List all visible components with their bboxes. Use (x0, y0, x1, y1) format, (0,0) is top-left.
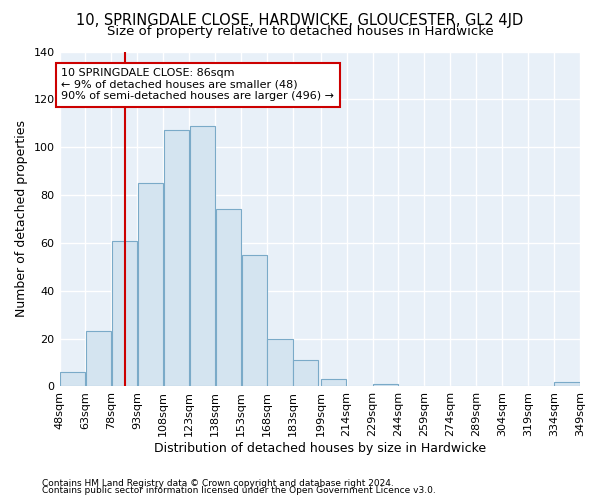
Bar (268, 338, 293, 386)
Bar (138, 183, 163, 386)
Bar (60, 372, 85, 386)
Bar (554, 382, 580, 386)
Bar (242, 255, 266, 386)
Y-axis label: Number of detached properties: Number of detached properties (15, 120, 28, 318)
Bar (373, 384, 398, 386)
Bar (321, 380, 346, 386)
Text: 10 SPRINGDALE CLOSE: 86sqm
← 9% of detached houses are smaller (48)
90% of semi-: 10 SPRINGDALE CLOSE: 86sqm ← 9% of detac… (61, 68, 334, 102)
Text: Contains HM Land Registry data © Crown copyright and database right 2024.: Contains HM Land Registry data © Crown c… (42, 478, 394, 488)
Bar (164, 130, 189, 386)
Bar (190, 126, 215, 386)
Text: Size of property relative to detached houses in Hardwicke: Size of property relative to detached ho… (107, 25, 493, 38)
Bar (112, 240, 137, 386)
X-axis label: Distribution of detached houses by size in Hardwicke: Distribution of detached houses by size … (154, 442, 486, 455)
Bar (86, 332, 111, 386)
Text: 10, SPRINGDALE CLOSE, HARDWICKE, GLOUCESTER, GL2 4JD: 10, SPRINGDALE CLOSE, HARDWICKE, GLOUCES… (76, 12, 524, 28)
Bar (293, 360, 319, 386)
Bar (215, 210, 241, 386)
Text: Contains public sector information licensed under the Open Government Licence v3: Contains public sector information licen… (42, 486, 436, 495)
